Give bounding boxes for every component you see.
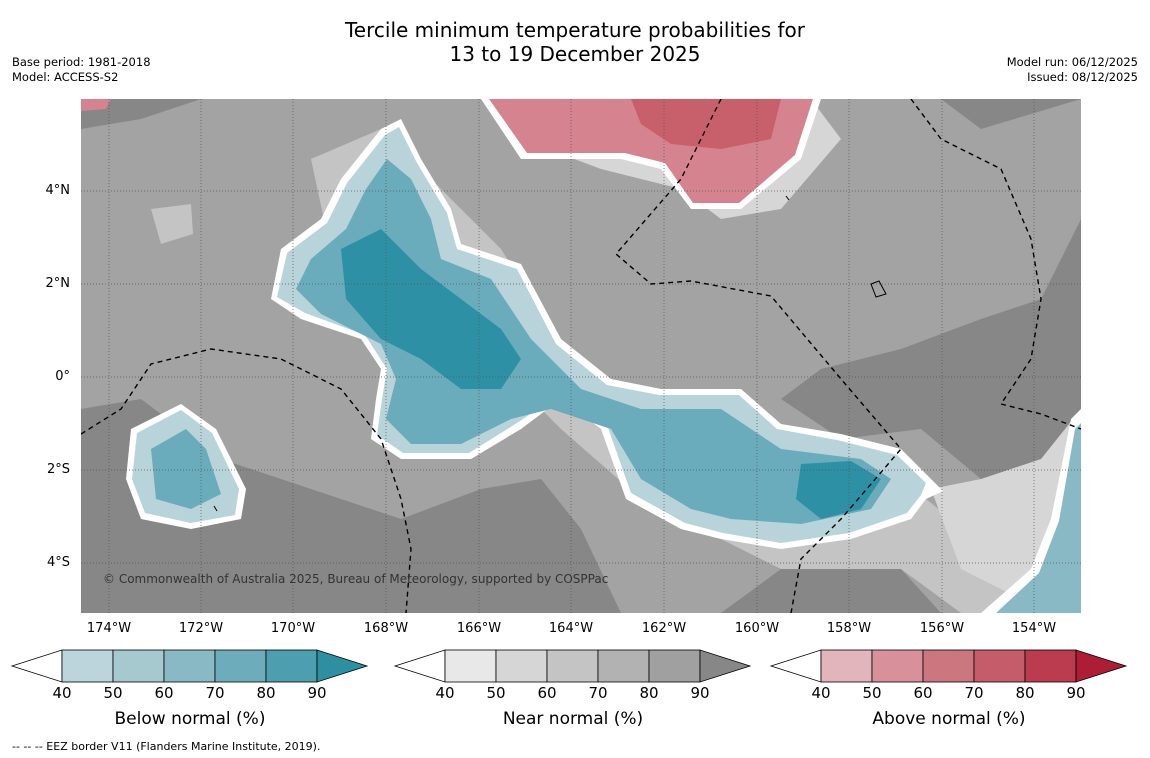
colorbar-segment xyxy=(922,649,975,683)
colorbar-tick-label: 80 xyxy=(1015,684,1035,702)
colorbar-segment xyxy=(546,649,599,683)
colorbar-tick-label: 50 xyxy=(862,684,882,702)
colorbars xyxy=(10,649,1128,683)
colorbar-segment xyxy=(61,649,114,683)
probability-map: © Commonwealth of Australia 2025, Bureau… xyxy=(81,99,1081,613)
colorbar-tick-label: 90 xyxy=(307,684,327,702)
title-line-1: Tercile minimum temperature probabilitie… xyxy=(344,18,806,42)
lon-label: 168°W xyxy=(363,621,409,636)
colorbar-tick-label: 70 xyxy=(205,684,225,702)
above-normal-north-core xyxy=(631,99,781,149)
model-name: Model: ACCESS-S2 xyxy=(12,70,119,84)
lat-label: 2°N xyxy=(45,276,71,291)
colorbar-max-extend xyxy=(1075,649,1128,683)
lon-label: 172°W xyxy=(178,621,224,636)
colorbar-tick-label: 60 xyxy=(154,684,174,702)
chart-title: Tercile minimum temperature probabilitie… xyxy=(0,18,1150,66)
lat-label: 2°S xyxy=(46,462,70,477)
colorbar-segment xyxy=(871,649,924,683)
lon-label: 174°W xyxy=(86,621,132,636)
colorbar-max-extend xyxy=(316,649,369,683)
colorbar-title-above: Above normal (%) xyxy=(872,709,1026,729)
eez-footnote: -- -- -- EEZ border V11 (Flanders Marine… xyxy=(12,740,321,753)
issued-date: Issued: 08/12/2025 xyxy=(1027,70,1138,84)
lon-label: 158°W xyxy=(826,621,872,636)
colorbar-max-extend xyxy=(699,649,752,683)
colorbar-tick-label: 40 xyxy=(52,684,72,702)
map-copyright: © Commonwealth of Australia 2025, Bureau… xyxy=(103,572,608,586)
lon-label: 156°W xyxy=(919,621,965,636)
base-period: Base period: 1981-2018 xyxy=(12,55,151,69)
meta-left: Base period: 1981-2018 Model: ACCESS-S2 xyxy=(12,55,151,85)
colorbar-segment xyxy=(648,649,701,683)
lat-label: 0° xyxy=(55,369,70,384)
colorbar-segment xyxy=(265,649,318,683)
islands xyxy=(213,195,887,512)
meta-right: Model run: 06/12/2025 Issued: 08/12/2025 xyxy=(1007,55,1138,85)
colorbar-tick-label: 40 xyxy=(435,684,455,702)
colorbar-title-below: Below normal (%) xyxy=(114,709,266,729)
colorbar-segment xyxy=(973,649,1026,683)
above-normal-northwest xyxy=(81,99,111,111)
lat-label: 4°N xyxy=(45,183,71,198)
below-normal-east-edge-fill xyxy=(996,423,1081,613)
lat-label: 4°S xyxy=(46,555,70,570)
colorbar-segment xyxy=(214,649,267,683)
lon-label: 162°W xyxy=(641,621,687,636)
colorbar-segment xyxy=(163,649,216,683)
colorbar-tick-label: 90 xyxy=(690,684,710,702)
colorbar-tick-label: 80 xyxy=(256,684,276,702)
lon-label: 166°W xyxy=(456,621,502,636)
colorbar-min-extend xyxy=(393,649,446,683)
title-line-2: 13 to 19 December 2025 xyxy=(449,42,701,66)
colorbar-segment xyxy=(820,649,873,683)
colorbar-min-extend xyxy=(10,649,63,683)
colorbar-near-normal xyxy=(393,649,752,683)
colorbar-tick-label: 60 xyxy=(537,684,557,702)
colorbar-segment xyxy=(495,649,548,683)
below-normal-west-core xyxy=(151,429,221,509)
colorbar-tick-label: 70 xyxy=(964,684,984,702)
colorbar-segment xyxy=(597,649,650,683)
model-run: Model run: 06/12/2025 xyxy=(1006,55,1138,69)
colorbar-tick-label: 50 xyxy=(486,684,506,702)
eez-borders xyxy=(81,99,1081,613)
colorbar-tick-label: 80 xyxy=(639,684,659,702)
colorbar-min-extend xyxy=(769,649,822,683)
lon-label: 170°W xyxy=(270,621,316,636)
colorbar-tick-label: 40 xyxy=(811,684,831,702)
colorbar-tick-label: 90 xyxy=(1066,684,1086,702)
near-normal-light-patch xyxy=(151,204,193,244)
colorbar-segment xyxy=(1024,649,1077,683)
below-normal-east-dark xyxy=(796,461,881,519)
colorbar-above-normal xyxy=(769,649,1128,683)
colorbar-title-near: Near normal (%) xyxy=(502,709,644,729)
colorbar-tick-label: 50 xyxy=(103,684,123,702)
below-normal-central-mid xyxy=(296,159,891,524)
colorbar-segment xyxy=(444,649,497,683)
colorbar-tick-label: 60 xyxy=(913,684,933,702)
colorbar-tick-label: 70 xyxy=(588,684,608,702)
lon-label: 164°W xyxy=(548,621,594,636)
colorbar-below-normal xyxy=(10,649,369,683)
colorbar-segment xyxy=(112,649,165,683)
lon-label: 154°W xyxy=(1011,621,1057,636)
below-normal-central-dark xyxy=(341,229,521,389)
lon-label: 160°W xyxy=(734,621,780,636)
